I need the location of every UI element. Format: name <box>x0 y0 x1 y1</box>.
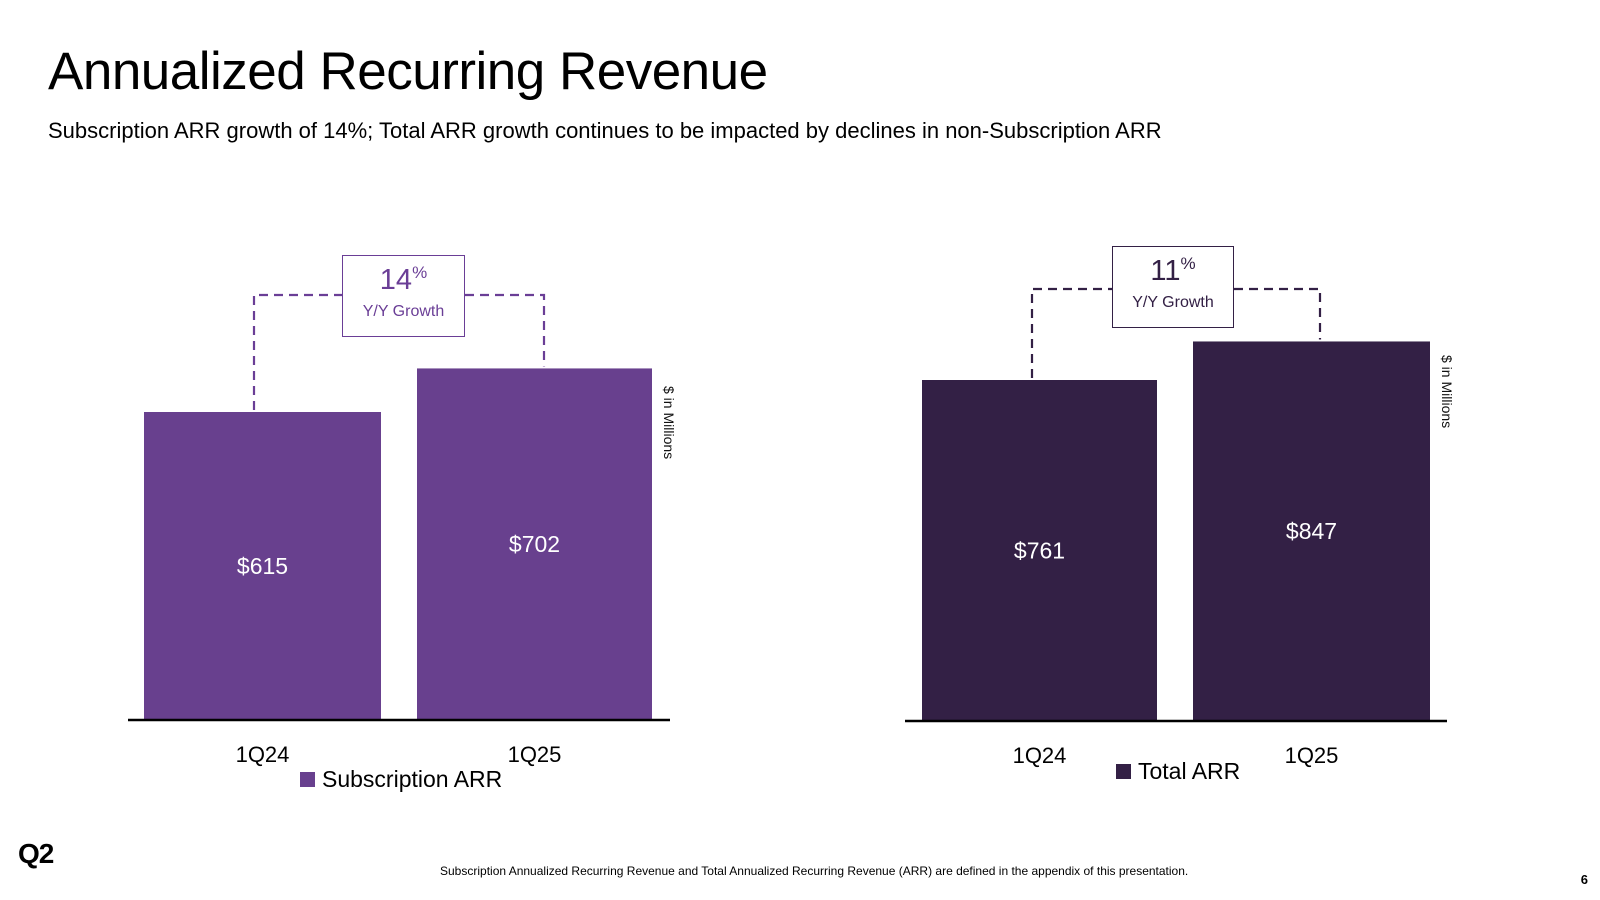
legend-label: Subscription ARR <box>322 766 503 792</box>
legend-swatch <box>1116 764 1131 779</box>
bar-1q24 <box>144 412 381 720</box>
bar-1q24 <box>922 380 1157 721</box>
x-tick-label: 1Q25 <box>1285 743 1339 768</box>
page-subtitle: Subscription ARR growth of 14%; Total AR… <box>48 118 1162 143</box>
bar-value-label: $615 <box>237 553 288 579</box>
unit-label-total: $ in Millions <box>1439 355 1455 429</box>
legend-total: Total ARR <box>1116 758 1240 785</box>
growth-callout-subscription: 14% Y/Y Growth <box>342 255 465 337</box>
legend-swatch <box>300 772 315 787</box>
page-number: 6 <box>1580 872 1588 887</box>
legend-subscription: Subscription ARR <box>300 766 502 793</box>
subscription-arr-chart: $615 1Q24 $702 1Q25 <box>128 293 670 767</box>
x-tick-label: 1Q24 <box>1013 743 1067 768</box>
growth-label: Y/Y Growth <box>1132 294 1214 311</box>
growth-percent: 14% <box>379 263 428 296</box>
growth-connector-line <box>1030 287 1322 378</box>
footnote: Subscription Annualized Recurring Revenu… <box>440 864 1189 878</box>
growth-percent: 11% <box>1150 254 1196 287</box>
q2-logo: Q2 <box>18 838 54 869</box>
bar-value-label: $702 <box>509 531 560 557</box>
bar-1q25 <box>417 368 652 720</box>
growth-callout-total: 11% Y/Y Growth <box>1112 246 1234 328</box>
bar-value-label: $847 <box>1286 518 1337 544</box>
x-tick-label: 1Q24 <box>236 742 290 767</box>
growth-connector-line <box>252 293 546 410</box>
bar-1q25 <box>1193 341 1430 721</box>
legend-label: Total ARR <box>1138 758 1241 784</box>
bar-value-label: $761 <box>1014 538 1065 564</box>
x-tick-label: 1Q25 <box>508 742 562 767</box>
unit-label-subscription: $ in Millions <box>661 386 677 460</box>
page-title: Annualized Recurring Revenue <box>48 42 768 101</box>
growth-label: Y/Y Growth <box>362 303 445 320</box>
total-arr-chart: $761 1Q24 $847 1Q25 <box>905 287 1447 768</box>
